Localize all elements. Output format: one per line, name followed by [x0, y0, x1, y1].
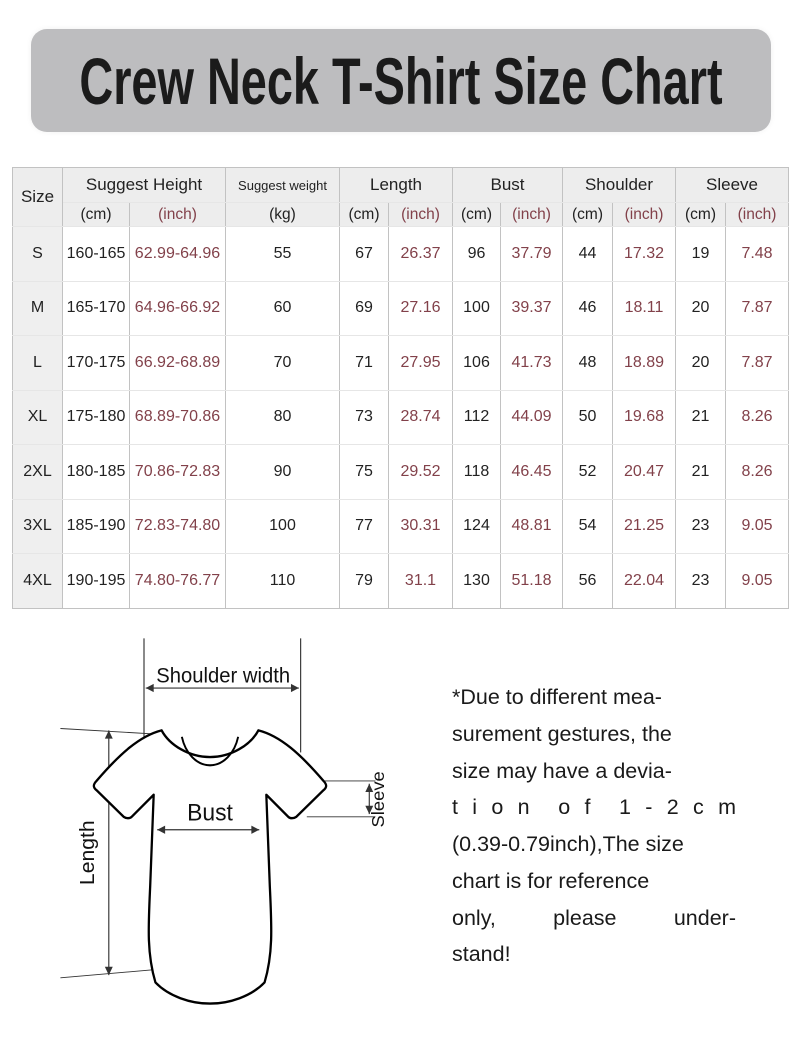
svg-text:Bust: Bust	[187, 799, 233, 826]
svg-text:Sleeve: Sleeve	[369, 771, 389, 827]
svg-text:Length: Length	[76, 820, 98, 885]
svg-text:Shoulder width: Shoulder width	[156, 664, 290, 688]
